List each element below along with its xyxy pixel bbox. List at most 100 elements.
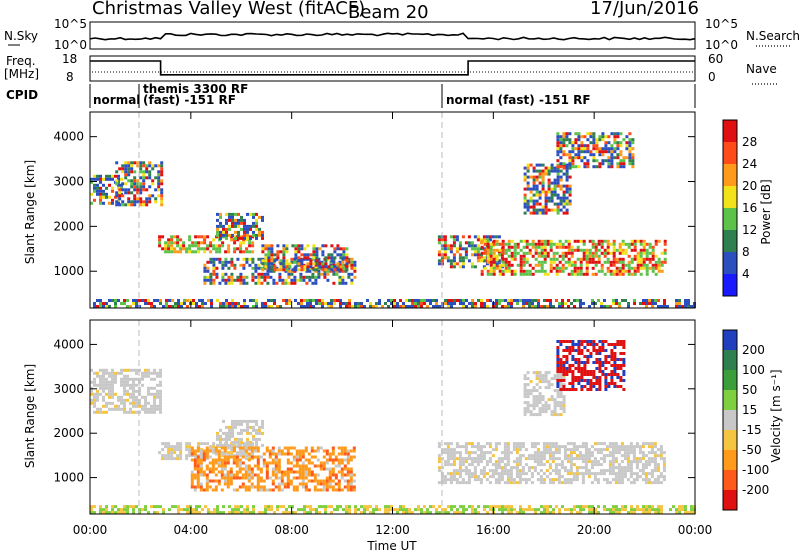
heatmap-cell — [532, 211, 536, 215]
heatmap-cell — [455, 457, 459, 461]
xtick-label: 00:00 — [678, 523, 713, 537]
heatmap-cell — [265, 446, 269, 450]
heatmap-cell — [375, 508, 378, 512]
heatmap-cell — [589, 388, 593, 391]
heatmap-cell — [571, 147, 575, 151]
heatmap-cell — [292, 455, 296, 459]
heatmap-cell — [659, 457, 663, 461]
heatmap-cell — [99, 380, 102, 384]
heatmap-cell — [494, 445, 498, 449]
heatmap-cell — [479, 445, 483, 449]
heatmap-cell — [522, 254, 526, 258]
colorbar-swatch — [723, 186, 737, 208]
heatmap-cell — [518, 472, 522, 476]
heatmap-cell — [199, 464, 203, 468]
heatmap-cell — [533, 442, 537, 446]
heatmap-cell — [239, 454, 243, 458]
heatmap-cell — [216, 224, 219, 228]
heatmap-cell — [485, 235, 489, 239]
heatmap-cell — [672, 505, 675, 509]
heatmap-cell — [114, 174, 117, 178]
colorbar-tick: 50 — [742, 383, 757, 397]
heatmap-cell — [256, 455, 260, 459]
heatmap-cell — [271, 467, 275, 471]
heatmap-cell — [324, 511, 327, 515]
heatmap-cell — [353, 263, 357, 267]
heatmap-cell — [582, 302, 585, 305]
heatmap-cell — [577, 343, 581, 346]
heatmap-cell — [295, 449, 299, 453]
heatmap-cell — [198, 305, 201, 308]
heatmap-cell — [628, 153, 632, 157]
heatmap-cell — [279, 305, 282, 308]
heatmap-cell — [105, 386, 108, 390]
heatmap-cell — [135, 377, 138, 381]
heatmap-cell — [446, 442, 450, 446]
heatmap-cell — [498, 272, 502, 276]
heatmap-cell — [121, 203, 125, 207]
heatmap-cell — [342, 256, 346, 260]
heatmap-cell — [259, 488, 263, 492]
heatmap-cell — [556, 382, 560, 385]
heatmap-cell — [583, 156, 587, 160]
heatmap-cell — [586, 343, 590, 346]
heatmap-cell — [657, 239, 661, 243]
heatmap-cell — [636, 508, 639, 512]
heatmap-cell — [563, 448, 567, 452]
heatmap-cell — [123, 392, 126, 396]
heatmap-cell — [306, 302, 309, 305]
heatmap-cell — [102, 371, 105, 375]
heatmap-cell — [568, 193, 572, 197]
heatmap-cell — [598, 349, 602, 352]
heatmap-cell — [305, 281, 309, 285]
heatmap-cell — [503, 445, 507, 449]
heatmap-cell — [452, 253, 456, 257]
heatmap-cell — [347, 260, 351, 264]
heatmap-cell — [126, 392, 129, 396]
heatmap-cell — [337, 479, 341, 483]
heatmap-cell — [568, 364, 572, 367]
heatmap-cell — [290, 260, 294, 264]
heatmap-cell — [173, 241, 177, 245]
heatmap-cell — [289, 482, 293, 486]
heatmap-cell — [99, 407, 102, 411]
heatmap-cell — [544, 371, 548, 375]
heatmap-cell — [186, 508, 189, 512]
heatmap-cell — [486, 305, 489, 308]
heatmap-cell — [536, 442, 540, 446]
nsky-trace — [89, 32, 696, 41]
heatmap-cell — [494, 472, 498, 476]
heatmap-cell — [662, 460, 666, 464]
heatmap-cell — [488, 460, 492, 464]
heatmap-cell — [183, 508, 186, 512]
heatmap-cell — [123, 374, 126, 378]
heatmap-cell — [235, 470, 239, 474]
heatmap-cell — [105, 174, 108, 178]
heatmap-cell — [614, 451, 618, 455]
heatmap-cell — [568, 349, 572, 352]
heatmap-cell — [327, 305, 330, 308]
heatmap-cell — [449, 247, 453, 251]
heatmap-cell — [274, 473, 278, 477]
heatmap-cell — [642, 505, 645, 509]
heatmap-cell — [298, 473, 302, 477]
heatmap-cell — [253, 446, 257, 450]
heatmap-cell — [535, 377, 539, 381]
heatmap-cell — [543, 505, 546, 509]
heatmap-cell — [174, 305, 177, 308]
heatmap-cell — [202, 452, 206, 456]
heatmap-cell — [346, 461, 350, 465]
heatmap-cell — [171, 299, 174, 302]
heatmap-cell — [506, 448, 510, 452]
heatmap-cell — [556, 401, 560, 405]
heatmap-cell — [562, 349, 566, 352]
heatmap-cell — [270, 305, 273, 308]
heatmap-cell — [630, 508, 633, 512]
heatmap-cell — [250, 449, 254, 453]
heatmap-cell — [227, 260, 231, 264]
heatmap-cell — [641, 457, 645, 461]
heatmap-cell — [215, 244, 219, 248]
heatmap-cell — [580, 156, 584, 160]
heatmap-cell — [160, 194, 164, 198]
heatmap-cell — [567, 299, 570, 302]
